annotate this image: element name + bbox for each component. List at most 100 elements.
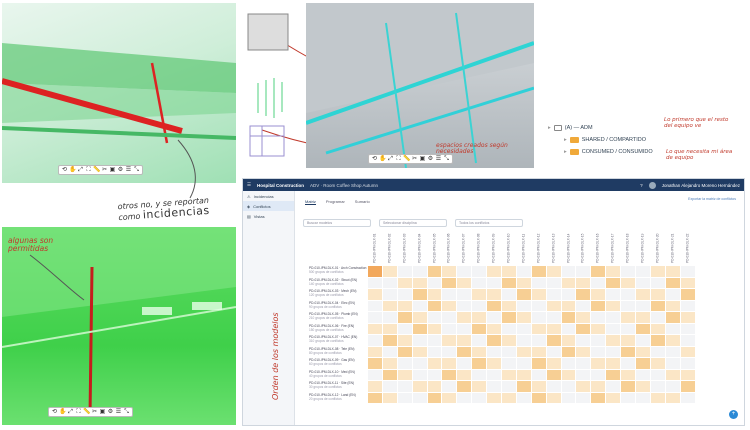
matrix-cell[interactable] (664, 345, 681, 358)
matrix-cell[interactable] (501, 288, 517, 301)
matrix-cell[interactable] (560, 345, 577, 358)
matrix-cell[interactable] (411, 380, 428, 393)
matrix-cell[interactable] (501, 380, 517, 393)
matrix-cell[interactable] (426, 334, 443, 347)
matrix-cell[interactable] (501, 368, 517, 381)
matrix-cell[interactable] (530, 265, 547, 278)
matrix-cell[interactable] (501, 265, 517, 278)
matrix-cell[interactable] (575, 265, 592, 278)
matrix-cell[interactable] (471, 299, 488, 312)
matrix-cell[interactable] (381, 357, 398, 370)
viewer-3d-top-left[interactable]: ⟲ ✋ ⤢ ⛶ 📏 ✂ ▣ ⚙ ☰ ⤡ (2, 3, 236, 183)
matrix-cell[interactable] (560, 311, 577, 324)
model-icon[interactable]: ▣ (419, 155, 426, 162)
matrix-cell[interactable] (515, 368, 532, 381)
matrix-row-label[interactable]: PD-010-IPM-DLX-04 · Elec (EN) 90 grupos d… (309, 300, 355, 309)
matrix-cell[interactable] (664, 265, 681, 278)
matrix-cell[interactable] (605, 334, 622, 347)
matrix-cell[interactable] (486, 345, 503, 358)
matrix-cell[interactable] (620, 265, 637, 278)
fit-icon[interactable]: ⛶ (76, 408, 81, 415)
matrix-row-label[interactable]: PD-010-IPM-DLX-12 · Land (EN) 20 grupos d… (309, 392, 356, 401)
tree-item-consumed[interactable]: ▸ CONSUMED / CONSUMIDO (564, 149, 653, 155)
matrix-cell[interactable] (486, 368, 503, 381)
viewer-toolbar[interactable]: ⟲ ✋ ⤢ ⛶ 📏 ✂ ▣ ⚙ ☰ ⤡ (58, 165, 143, 175)
matrix-cell[interactable] (560, 380, 577, 393)
matrix-cell[interactable] (575, 380, 592, 393)
matrix-cell[interactable] (575, 391, 592, 404)
matrix-column-header[interactable]: PD-010-IPM-DLX-04 (417, 233, 422, 263)
matrix-cell[interactable] (530, 368, 547, 381)
matrix-cell[interactable] (649, 265, 666, 278)
matrix-column-header[interactable]: PD-010-IPM-DLX-08 (476, 233, 481, 263)
matrix-row-label[interactable]: PD-010-IPM-DLX-05 · Plumb (EN) 210 grupos… (309, 312, 358, 320)
matrix-cell[interactable] (441, 322, 458, 335)
matrix-cell[interactable] (396, 311, 413, 324)
matrix-column-header[interactable]: PD-010-IPM-DLX-12 (536, 233, 541, 263)
matrix-cell[interactable] (396, 345, 413, 358)
matrix-cell[interactable] (530, 276, 547, 289)
matrix-cell[interactable] (679, 311, 696, 324)
nav-item-incidencias[interactable]: ⚠ Incidencias (247, 193, 274, 199)
matrix-cell[interactable] (560, 276, 577, 289)
matrix-cell[interactable] (486, 311, 503, 324)
matrix-cell[interactable] (620, 311, 637, 324)
matrix-cell[interactable] (635, 299, 651, 312)
matrix-cell[interactable] (530, 288, 547, 301)
matrix-cell[interactable] (486, 380, 503, 393)
matrix-cell[interactable] (426, 311, 443, 324)
matrix-cell[interactable] (679, 380, 696, 393)
matrix-cell[interactable] (501, 334, 517, 347)
matrix-cell[interactable] (679, 368, 696, 381)
matrix-cell[interactable] (411, 334, 428, 347)
matrix-cell[interactable] (664, 334, 681, 347)
matrix-cell[interactable] (664, 357, 681, 370)
matrix-cell[interactable] (530, 311, 547, 324)
matrix-cell[interactable] (367, 276, 383, 289)
matrix-cell[interactable] (426, 380, 443, 393)
export-link[interactable]: Exportar la matriz de conflictos (688, 197, 736, 201)
search-models-input[interactable]: Buscar modelos (303, 219, 371, 227)
matrix-cell[interactable] (501, 299, 517, 312)
matrix-cell[interactable] (441, 368, 458, 381)
matrix-cell[interactable] (381, 322, 398, 335)
matrix-column-header[interactable]: PD-010-IPM-DLX-10 (506, 233, 511, 263)
matrix-cell[interactable] (649, 299, 666, 312)
fullscreen-icon[interactable]: ⤡ (444, 155, 449, 162)
matrix-cell[interactable] (426, 345, 443, 358)
matrix-cell[interactable] (471, 345, 488, 358)
matrix-column-header[interactable]: PD-010-IPM-DLX-20 (655, 233, 660, 263)
matrix-cell[interactable] (441, 334, 458, 347)
matrix-cell[interactable] (545, 357, 562, 370)
matrix-cell[interactable] (635, 380, 651, 393)
breadcrumb[interactable]: ADV · Room Coffee Shop Autumn (310, 182, 378, 188)
matrix-cell[interactable] (381, 265, 398, 278)
matrix-cell[interactable] (411, 391, 428, 404)
nav-item-conflictos[interactable]: ◈ Conflictos (243, 201, 294, 211)
matrix-cell[interactable] (530, 391, 547, 404)
matrix-cell[interactable] (456, 311, 473, 324)
matrix-cell[interactable] (620, 322, 637, 335)
matrix-cell[interactable] (664, 368, 681, 381)
matrix-cell[interactable] (679, 288, 696, 301)
matrix-cell[interactable] (486, 265, 503, 278)
matrix-cell[interactable] (396, 288, 413, 301)
settings-icon[interactable]: ☰ (115, 408, 122, 415)
matrix-cell[interactable] (679, 357, 696, 370)
matrix-cell[interactable] (575, 299, 592, 312)
matrix-cell[interactable] (381, 299, 398, 312)
matrix-cell[interactable] (679, 322, 696, 335)
matrix-cell[interactable] (649, 288, 666, 301)
avatar[interactable] (648, 181, 656, 189)
matrix-column-header[interactable]: PD-010-IPM-DLX-22 (685, 233, 690, 263)
matrix-cell[interactable] (590, 368, 607, 381)
matrix-cell[interactable] (367, 288, 383, 301)
matrix-cell[interactable] (471, 380, 488, 393)
matrix-cell[interactable] (530, 322, 547, 335)
matrix-column-header[interactable]: PD-010-IPM-DLX-15 (580, 233, 585, 263)
matrix-cell[interactable] (560, 322, 577, 335)
matrix-cell[interactable] (590, 322, 607, 335)
matrix-cell[interactable] (605, 299, 622, 312)
matrix-cell[interactable] (471, 368, 488, 381)
matrix-cell[interactable] (515, 299, 532, 312)
